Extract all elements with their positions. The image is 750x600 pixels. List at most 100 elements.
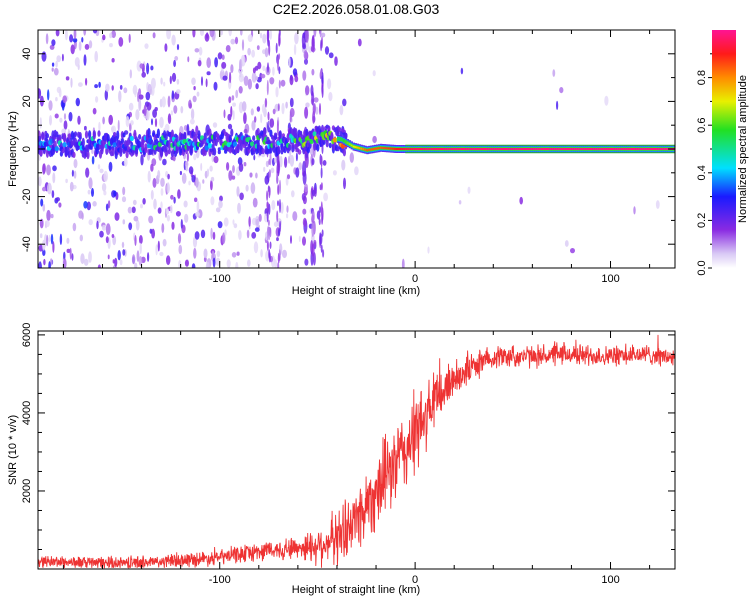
spectrogram-noise-blob bbox=[227, 123, 233, 130]
spectrogram-band-blob bbox=[72, 151, 76, 158]
spectrogram-streak-blob bbox=[268, 169, 271, 178]
spectrogram-band-blob bbox=[263, 127, 267, 136]
spectrogram-noise-blob bbox=[94, 84, 98, 89]
spectrogram-streak-blob bbox=[311, 221, 315, 237]
spectrogram-noise-blob bbox=[83, 30, 87, 36]
spectrogram-band-blob bbox=[120, 137, 124, 145]
spectrogram-noise-blob bbox=[121, 241, 125, 248]
snr-x-tick-label: -100 bbox=[209, 574, 231, 586]
spectrogram-tone-core bbox=[589, 148, 592, 150]
spectrogram-noise-blob bbox=[264, 97, 268, 108]
spectrogram-noise-blob bbox=[122, 219, 126, 225]
spectrogram-x-tick-label: 0 bbox=[412, 273, 418, 285]
spectrogram-tone-core bbox=[438, 148, 441, 150]
spectrogram-noise-blob bbox=[227, 113, 232, 121]
spectrogram-noise-blob bbox=[177, 189, 181, 199]
spectrogram-tone-core bbox=[647, 148, 650, 150]
spectrogram-noise-blob bbox=[202, 179, 205, 184]
spectrogram-tone-core bbox=[391, 147, 395, 150]
spectrogram-noise-blob bbox=[83, 54, 87, 66]
spectrogram-noise-blob bbox=[305, 85, 310, 96]
spectrogram-noise-blob bbox=[48, 100, 53, 111]
spectrogram-tone-core bbox=[661, 148, 664, 150]
spectrogram-noise-blob bbox=[138, 99, 142, 111]
spectrogram-tone-core bbox=[360, 147, 363, 150]
spectrogram-noise-blob bbox=[102, 34, 106, 41]
spectrogram-band-blob bbox=[63, 133, 67, 143]
spectrogram-noise-blob bbox=[170, 204, 173, 214]
spectrogram-noise-blob bbox=[327, 78, 332, 90]
spectrogram-noise-blob bbox=[91, 187, 94, 197]
spectrogram-noise-blob bbox=[105, 203, 109, 212]
spectrogram-noise-blob bbox=[136, 60, 142, 72]
spectrogram-noise-blob bbox=[81, 212, 84, 220]
spectrogram-noise-blob bbox=[228, 170, 233, 181]
spectrogram-noise-blob bbox=[111, 85, 114, 91]
spectrogram-noise-blob bbox=[142, 198, 146, 205]
spectrogram-noise-blob bbox=[196, 200, 200, 213]
spectrogram-tone-core bbox=[483, 148, 486, 150]
spectrogram-noise-blob bbox=[215, 257, 221, 266]
spectrogram-noise-blob bbox=[157, 240, 160, 252]
spectrogram-noise-blob bbox=[47, 89, 50, 101]
spectrogram-band-blob bbox=[45, 133, 50, 139]
spectrogram-streak-blob bbox=[277, 262, 280, 268]
spectrogram-streak-blob bbox=[319, 102, 321, 115]
spectrogram-noise-blob bbox=[70, 77, 73, 88]
spectrogram-noise-blob bbox=[269, 77, 275, 85]
spectrogram-band-blob bbox=[111, 147, 115, 157]
spectrogram-noise-blob bbox=[279, 155, 283, 168]
spectrogram-noise-blob bbox=[78, 41, 82, 51]
spectrogram-peak-blob bbox=[309, 138, 314, 144]
spectrogram-y-tick-label: 40 bbox=[21, 48, 33, 60]
spectrogram-tone-core bbox=[507, 148, 510, 150]
spectrogram-band-blob bbox=[328, 142, 332, 149]
spectrogram-noise-blob bbox=[38, 176, 42, 187]
spectrogram-noise-blob bbox=[274, 259, 278, 268]
spectrogram-noise-blob bbox=[69, 247, 72, 260]
spectrogram-tone-core bbox=[505, 148, 508, 150]
spectrogram-band-blob bbox=[53, 140, 57, 148]
spectrogram-noise-blob bbox=[251, 232, 257, 239]
spectrogram-noise-blob bbox=[241, 101, 247, 112]
spectrogram-noise-blob bbox=[256, 106, 261, 112]
spectrogram-streak-blob bbox=[277, 103, 280, 112]
spectrogram-band-blob bbox=[167, 148, 171, 155]
spectrogram-noise-blob bbox=[91, 149, 94, 154]
spectrogram-band-blob bbox=[316, 143, 320, 152]
spectrogram-noise-blob bbox=[107, 254, 110, 260]
spectrogram-tone-core bbox=[450, 148, 453, 150]
spectrogram-noise-blob bbox=[205, 261, 210, 268]
spectrogram-noise-blob bbox=[166, 214, 170, 222]
spectrogram-peak-blob bbox=[232, 141, 238, 147]
spectrogram-noise-blob bbox=[235, 261, 239, 268]
spectrogram-tone-core bbox=[442, 148, 445, 150]
spectrogram-noise-blob bbox=[286, 174, 291, 180]
spectrogram-tone-core bbox=[342, 139, 346, 142]
spectrogram-noise-blob bbox=[237, 202, 241, 214]
spectrogram-noise-blob bbox=[135, 219, 140, 231]
spectrogram-noise-blob bbox=[232, 165, 235, 174]
spectrogram-tone-core bbox=[657, 148, 660, 150]
spectrogram-tone-core bbox=[432, 148, 436, 150]
spectrogram-noise-blob bbox=[166, 182, 170, 194]
spectrogram-noise-blob bbox=[357, 38, 362, 47]
spectrogram-noise-blob bbox=[217, 221, 223, 229]
spectrogram-noise-blob bbox=[241, 39, 245, 51]
spectrogram-noise-blob bbox=[185, 164, 188, 172]
spectrogram-noise-blob bbox=[176, 44, 180, 51]
spectrogram-tone-core bbox=[514, 148, 518, 150]
spectrogram-noise-blob bbox=[238, 162, 244, 172]
spectrogram-tone-core bbox=[583, 148, 586, 150]
spectrogram-noise-blob bbox=[210, 227, 213, 240]
spectrogram-tone-core bbox=[467, 148, 471, 150]
spectrogram-streak-blob bbox=[320, 39, 323, 52]
spectrogram-noise-blob bbox=[276, 237, 279, 242]
spectrogram-noise-blob bbox=[228, 96, 232, 104]
spectrogram-noise-blob bbox=[161, 223, 165, 234]
spectrogram-noise-blob bbox=[122, 186, 126, 196]
spectrogram-noise-blob bbox=[298, 235, 301, 242]
spectrogram-noise-blob bbox=[211, 250, 215, 259]
spectrogram-noise-blob bbox=[46, 164, 51, 176]
spectrogram-noise-blob bbox=[55, 30, 60, 37]
